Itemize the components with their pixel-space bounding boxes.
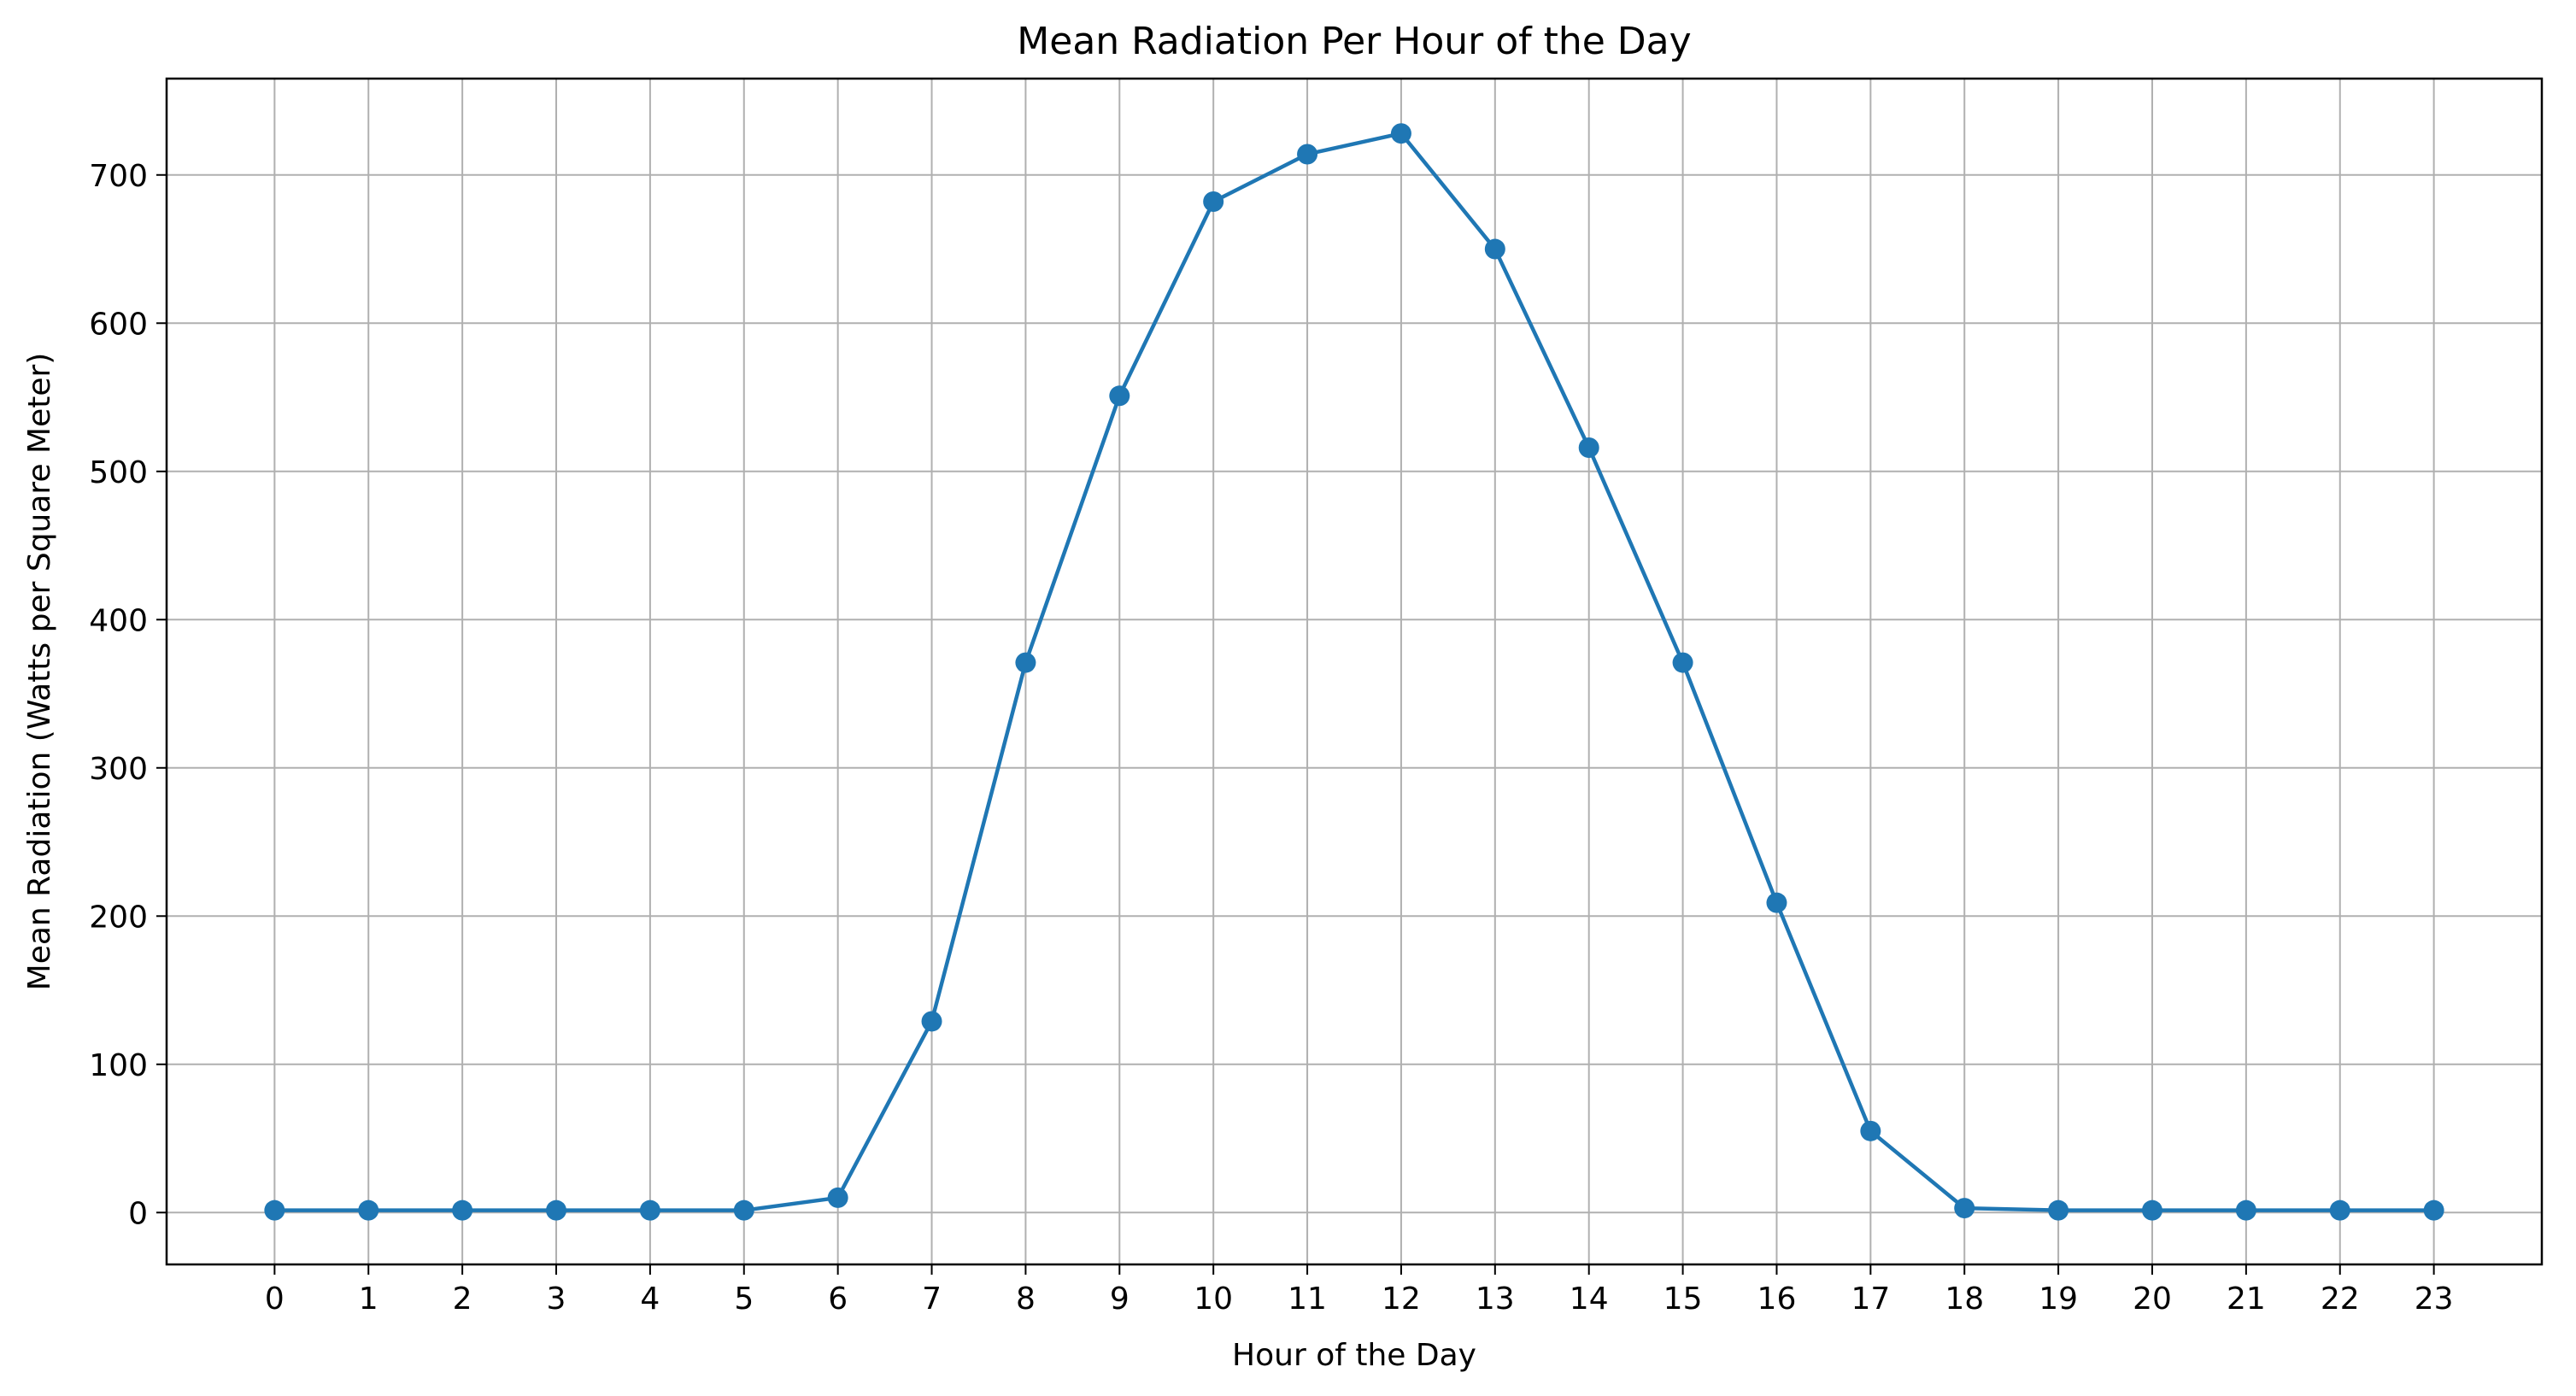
data-point <box>733 1200 754 1221</box>
data-point <box>2329 1200 2350 1221</box>
data-point <box>264 1200 285 1221</box>
data-point <box>1390 123 1411 144</box>
data-point <box>1297 144 1318 165</box>
x-tick-label: 22 <box>2321 1282 2360 1317</box>
x-tick-label: 12 <box>1382 1282 1421 1317</box>
x-tick-label: 6 <box>828 1282 848 1317</box>
data-point <box>1860 1120 1881 1141</box>
data-point <box>2235 1200 2256 1221</box>
x-tick-label: 7 <box>922 1282 942 1317</box>
x-tick-label: 4 <box>640 1282 660 1317</box>
data-point <box>1578 437 1599 459</box>
data-point <box>2048 1200 2069 1221</box>
data-point <box>1766 892 1787 913</box>
series-line <box>273 131 2436 1212</box>
y-tick-label: 400 <box>89 603 148 638</box>
x-tick-label: 9 <box>1110 1282 1130 1317</box>
x-tick-label: 3 <box>547 1282 566 1317</box>
x-tick-label: 0 <box>265 1282 285 1317</box>
y-tick-label: 200 <box>89 900 148 935</box>
data-point <box>2423 1200 2444 1221</box>
series-layer <box>264 123 2444 1221</box>
data-point <box>546 1200 567 1221</box>
data-point <box>1672 652 1693 673</box>
data-point <box>1484 238 1505 260</box>
y-tick-label: 600 <box>89 307 148 342</box>
data-point <box>1203 191 1224 213</box>
data-point <box>1015 652 1036 673</box>
x-tick-label: 23 <box>2415 1282 2454 1317</box>
x-tick-label: 2 <box>453 1282 472 1317</box>
x-axis-label: Hour of the Day <box>1232 1338 1476 1373</box>
plot-frame <box>165 77 2544 1266</box>
ticks: 0 1 2 3 4 5 6 7 8 9 10 11 12 13 14 15 16 17 18 19 20 21 22 2301… <box>89 159 2453 1317</box>
grid <box>167 79 2542 1264</box>
data-point <box>1109 385 1130 407</box>
x-tick-label: 16 <box>1757 1282 1797 1317</box>
data-point <box>639 1200 660 1221</box>
y-tick-label: 100 <box>89 1048 148 1083</box>
chart-title: Mean Radiation Per Hour of the Day <box>1017 20 1691 63</box>
data-point <box>452 1200 473 1221</box>
data-point <box>2141 1200 2162 1221</box>
data-point <box>827 1187 848 1208</box>
x-tick-label: 8 <box>1016 1282 1036 1317</box>
x-tick-label: 17 <box>1851 1282 1890 1317</box>
x-tick-label: 11 <box>1288 1282 1327 1317</box>
x-tick-label: 1 <box>359 1282 378 1317</box>
x-tick-label: 15 <box>1664 1282 1703 1317</box>
y-tick-label: 500 <box>89 455 148 490</box>
x-tick-label: 10 <box>1194 1282 1233 1317</box>
x-tick-label: 19 <box>2039 1282 2078 1317</box>
data-point <box>921 1011 942 1032</box>
data-point <box>358 1200 379 1221</box>
y-tick-label: 300 <box>89 752 148 787</box>
x-tick-label: 21 <box>2227 1282 2266 1317</box>
x-tick-label: 20 <box>2133 1282 2172 1317</box>
x-tick-label: 14 <box>1570 1282 1609 1317</box>
y-axis-label: Mean Radiation (Watts per Square Meter) <box>22 353 57 991</box>
x-tick-label: 5 <box>734 1282 754 1317</box>
x-tick-label: 13 <box>1476 1282 1515 1317</box>
y-tick-label: 0 <box>128 1196 148 1231</box>
data-point <box>1954 1198 1975 1219</box>
y-tick-label: 700 <box>89 159 148 194</box>
x-tick-label: 18 <box>1945 1282 1984 1317</box>
